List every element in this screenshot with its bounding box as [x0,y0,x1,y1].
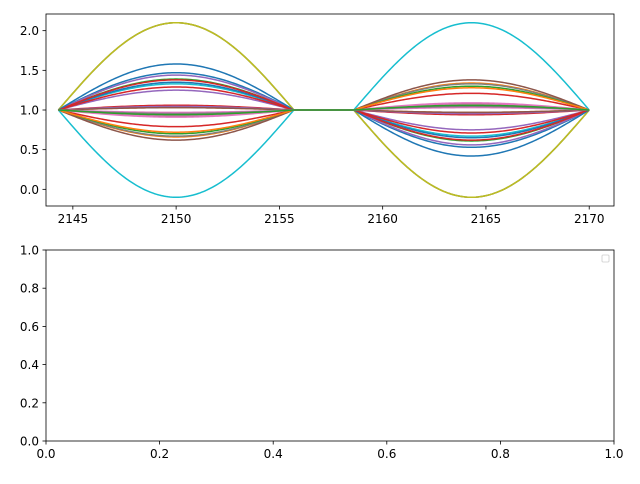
bottom-axes: 0.0 0.2 0.4 0.6 0.8 1.0 0.0 0.2 0.4 0.6 0.8 1.0 [20,244,624,462]
bottom-xtick-label: 0.4 [264,447,283,461]
bottom-ytick-label: 0.0 [20,435,39,449]
top-axes: 2145 2150 2155 2160 2165 2170 0.0 0.5 1.0 1.5 2.0 [20,13,615,226]
top-xtick-label: 2145 [58,212,89,226]
bottom-ytick-label: 0.8 [20,282,39,296]
legend-box [601,254,610,263]
bottom-frame [45,249,615,442]
bottom-xtick-label: 1.0 [604,447,623,461]
top-frame [45,13,615,207]
bottom-xtick-label: 0.6 [377,447,396,461]
top-xtick-label: 2150 [161,212,192,226]
top-xtick-label: 2155 [264,212,295,226]
bottom-xtick-label: 0.8 [491,447,510,461]
top-ytick-label: 1.5 [20,64,39,78]
bottom-ytick-label: 0.4 [20,358,39,372]
top-ytick-label: 0.5 [20,143,39,157]
bottom-xtick-label: 0.2 [150,447,169,461]
bottom-ytick-label: 1.0 [20,244,39,258]
bottom-ytick-label: 0.6 [20,320,39,334]
top-ytick-label: 0.0 [20,183,39,197]
top-plot-area [57,21,590,199]
top-xtick-label: 2170 [574,212,605,226]
legend [601,254,610,263]
top-xtick-label: 2165 [471,212,502,226]
band-line-6 [58,104,590,116]
bottom-xtick-label: 0.0 [36,447,55,461]
top-xtick-label: 2160 [367,212,398,226]
top-ytick-label: 2.0 [20,24,39,38]
bottom-ytick-label: 0.2 [20,396,39,410]
top-ytick-label: 1.0 [20,104,39,118]
